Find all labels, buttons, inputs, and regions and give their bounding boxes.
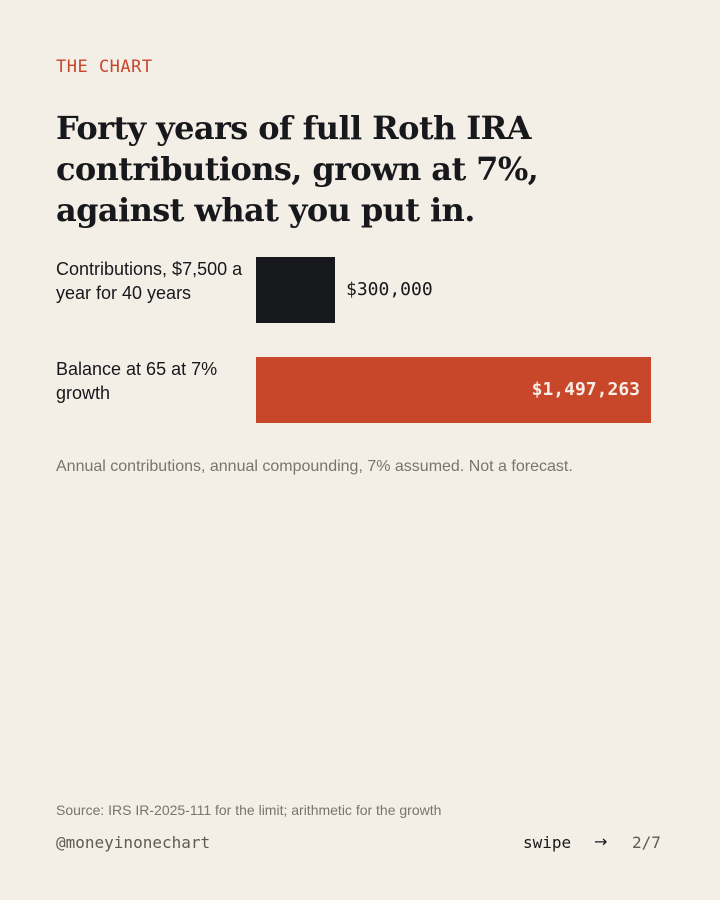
arrow-right-icon[interactable]: →: [594, 832, 608, 851]
chart-note: Annual contributions, annual compounding…: [56, 458, 573, 475]
bar-value-label-0: $300,000: [346, 279, 433, 300]
headline: Forty years of full Roth IRA contributio…: [56, 109, 539, 229]
bar-0: [256, 257, 335, 323]
bar-1: [256, 357, 651, 423]
source-text: Source: IRS IR-2025-111 for the limit; a…: [56, 802, 442, 818]
page-indicator: 2/7: [632, 833, 661, 852]
bar-value-label-1: $1,497,263: [531, 379, 640, 400]
bar-label-0: Contributions, $7,500 a year for 40 year…: [56, 259, 243, 303]
bar-label-1: Balance at 65 at 7% growth: [56, 359, 218, 403]
swipe-label[interactable]: swipe: [523, 833, 572, 852]
account-handle[interactable]: @moneyinonechart: [56, 833, 211, 852]
kicker: THE CHART: [56, 57, 153, 77]
